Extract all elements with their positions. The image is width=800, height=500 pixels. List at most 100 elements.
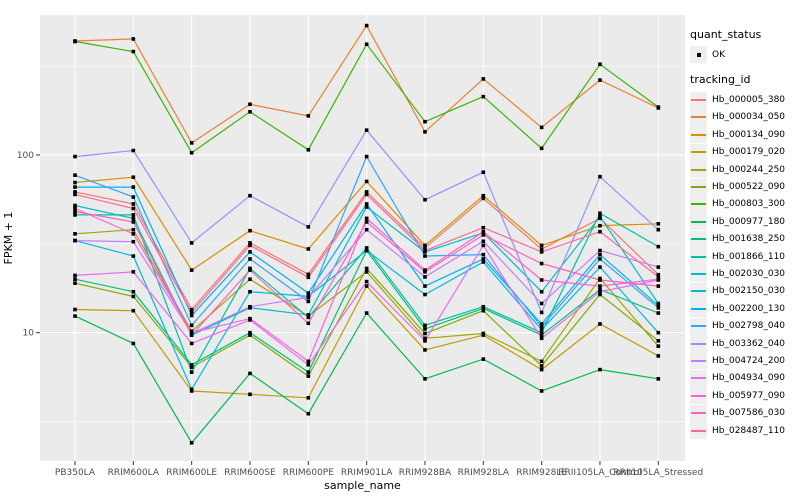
legend-item-label: Hb_000179_020 (712, 147, 786, 158)
data-point (364, 266, 369, 271)
data-point (364, 220, 369, 224)
legend-item-label: Hb_005977_090 (712, 390, 786, 401)
data-point (539, 324, 544, 329)
data-point (539, 310, 544, 315)
x-tick-label: RRII105LA_Stressed (613, 468, 703, 478)
legend-key-swatch (690, 195, 707, 213)
data-point (248, 241, 252, 245)
data-point (364, 42, 369, 47)
legend-key-swatch (690, 248, 707, 266)
legend-line-icon (691, 133, 706, 136)
data-point (656, 330, 661, 335)
legend-item-Hb_002030_030: Hb_002030_030 (690, 265, 800, 283)
data-point (481, 225, 486, 230)
data-point (73, 192, 77, 197)
data-point (248, 333, 252, 337)
data-point (131, 308, 136, 313)
data-point (656, 354, 661, 358)
data-point (306, 225, 311, 229)
data-point (131, 175, 136, 180)
legend-item-Hb_002798_040: Hb_002798_040 (690, 317, 800, 335)
data-point (481, 257, 486, 261)
y-tick-label: 100 (17, 151, 34, 161)
data-point (423, 246, 427, 250)
data-point (598, 292, 602, 297)
data-point (656, 339, 661, 343)
data-point (248, 277, 252, 282)
legend-tracking-items: Hb_000005_380 Hb_000034_050 Hb_000134_090 H… (690, 91, 800, 439)
legend-item-label: Hb_000244_250 (712, 164, 786, 175)
legend-key-swatch (690, 230, 707, 248)
data-point (189, 341, 194, 346)
y-tick-label: 10 (23, 329, 35, 339)
legend-key-swatch (690, 387, 707, 405)
legend-item-label: Hb_000134_090 (712, 129, 786, 140)
y-axis-title: FPKM + 1 (2, 212, 15, 265)
legend-line-icon (691, 325, 706, 328)
data-point (189, 310, 194, 315)
data-point (598, 278, 602, 282)
data-point (248, 316, 252, 321)
data-point (364, 192, 369, 197)
data-point (131, 206, 136, 211)
data-point (306, 299, 311, 304)
data-point (598, 289, 602, 294)
data-point (598, 211, 602, 216)
legend-line-icon (691, 290, 706, 293)
data-point (598, 78, 602, 82)
legend-line-icon (691, 220, 706, 223)
legend-item-Hb_000803_300: Hb_000803_300 (690, 195, 800, 213)
legend-line-icon (691, 116, 706, 119)
data-point (131, 227, 136, 232)
data-point (306, 321, 311, 326)
data-point (73, 277, 77, 282)
data-point (598, 248, 602, 253)
data-point (539, 359, 544, 364)
data-point (131, 49, 136, 54)
legend-line-icon (691, 272, 706, 275)
data-point (189, 323, 194, 328)
data-point (248, 330, 252, 335)
legend-key-swatch (690, 335, 707, 353)
data-point (189, 150, 194, 155)
data-point (131, 232, 136, 236)
data-point (539, 322, 544, 326)
legend-item-label: Hb_002150_030 (712, 286, 786, 297)
data-point (364, 154, 369, 159)
legend-line-icon (691, 151, 706, 154)
data-point (539, 261, 544, 266)
data-point (423, 339, 427, 343)
data-point (306, 114, 311, 118)
data-point (248, 268, 252, 272)
data-point (189, 370, 194, 374)
legend-key-swatch (690, 178, 707, 196)
data-point (423, 254, 427, 258)
legend-item-label: Hb_001866_110 (712, 251, 786, 262)
legend-item-Hb_001638_250: Hb_001638_250 (690, 230, 800, 248)
data-point (306, 247, 311, 251)
data-point (539, 367, 544, 372)
data-point (131, 341, 136, 346)
data-point (189, 307, 194, 312)
data-point (656, 244, 661, 249)
data-point (73, 190, 77, 194)
data-point (73, 238, 77, 243)
plot-panel (40, 15, 685, 461)
data-point (189, 313, 194, 318)
data-point (306, 396, 311, 400)
data-point (539, 333, 544, 337)
legend-line-icon (691, 412, 706, 415)
data-point (656, 275, 661, 279)
legend-item-Hb_000244_250: Hb_000244_250 (690, 161, 800, 179)
data-point (656, 344, 661, 348)
legend-item-label: Hb_002030_030 (712, 268, 786, 279)
legend-line-icon (691, 377, 706, 380)
data-point (73, 273, 77, 278)
legend-line-icon (691, 168, 706, 171)
data-point (656, 301, 661, 306)
data-point (306, 295, 311, 300)
data-point (306, 362, 311, 367)
data-point (73, 209, 77, 214)
data-point (306, 359, 311, 364)
